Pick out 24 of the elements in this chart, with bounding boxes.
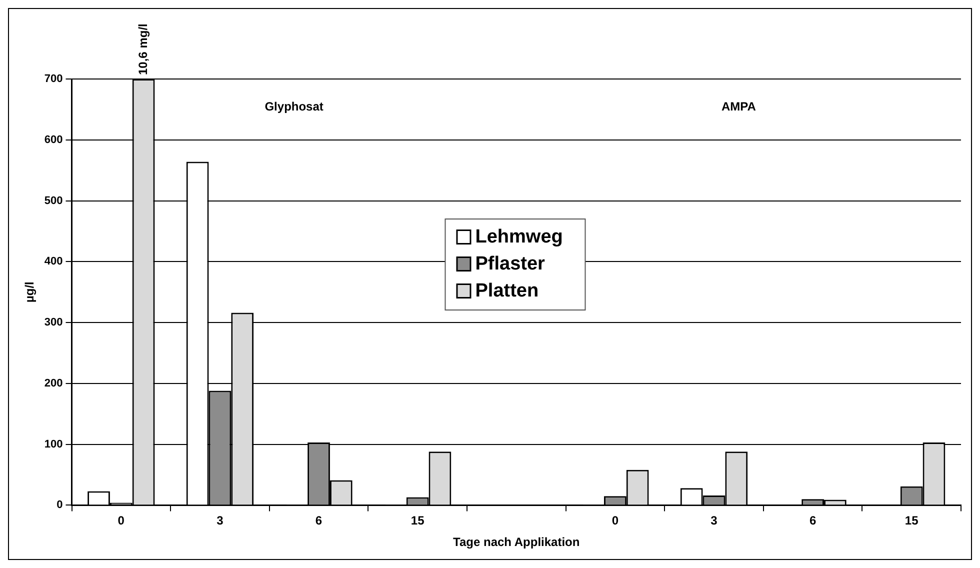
legend-label: Lehmweg xyxy=(475,226,563,248)
x-tick-label: 0 xyxy=(118,514,125,528)
y-tick-label: 300 xyxy=(44,316,63,329)
legend-label: Pflaster xyxy=(475,254,546,275)
text: 10,6 mg/l xyxy=(136,24,150,75)
y-tick-label: 200 xyxy=(44,377,63,390)
x-tick-label: 3 xyxy=(710,514,718,528)
y-tick-label: 600 xyxy=(44,134,63,146)
x-tick-label: 0 xyxy=(612,514,619,528)
annotation: Glyphosat xyxy=(264,99,324,114)
x-tick-label: 15 xyxy=(904,514,919,528)
x-axis-title: Tage nach Applikation xyxy=(453,535,580,550)
x-tick-label: 15 xyxy=(410,514,425,528)
annotation: AMPA xyxy=(721,99,756,114)
y-tick-label: 500 xyxy=(44,194,63,207)
x-tick-label: 3 xyxy=(216,514,224,528)
y-tick-label: 700 xyxy=(44,73,63,86)
y-tick-label: 0 xyxy=(56,499,63,512)
y-axis-title: µg/l xyxy=(22,282,37,303)
x-tick-label: 6 xyxy=(809,514,816,528)
y-tick-label: 400 xyxy=(44,256,63,268)
legend-label: Platten xyxy=(475,280,539,302)
y-tick-label: 100 xyxy=(44,438,63,450)
x-tick-label: 6 xyxy=(315,514,322,528)
